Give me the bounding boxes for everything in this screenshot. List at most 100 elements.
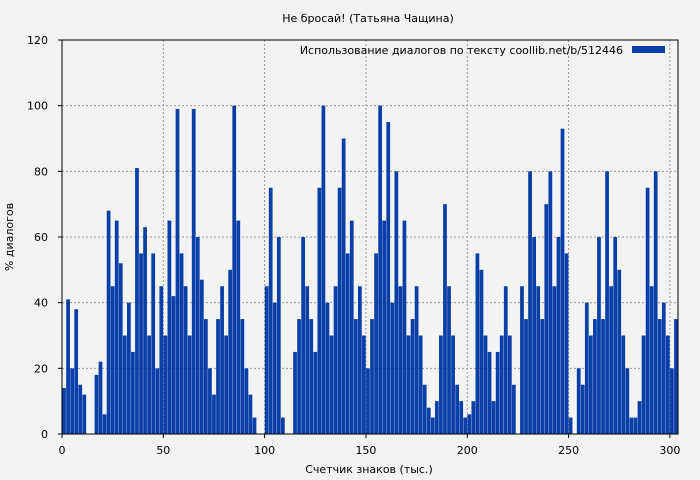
bar bbox=[135, 168, 139, 435]
bar bbox=[507, 335, 512, 434]
bar bbox=[147, 335, 152, 434]
bar bbox=[670, 368, 674, 434]
bar bbox=[151, 253, 156, 434]
y-tick-label: 60 bbox=[34, 231, 48, 244]
y-tick-label: 40 bbox=[34, 297, 48, 310]
bar bbox=[674, 319, 678, 434]
bar bbox=[378, 105, 383, 435]
y-tick-label: 0 bbox=[41, 428, 48, 441]
bar bbox=[520, 286, 524, 434]
bar bbox=[341, 138, 346, 434]
legend: Использование диалогов по тексту coollib… bbox=[300, 44, 665, 57]
bar bbox=[617, 269, 622, 434]
bar bbox=[653, 171, 658, 434]
bar bbox=[232, 105, 237, 435]
bar bbox=[613, 237, 618, 434]
x-tick-label: 100 bbox=[254, 444, 275, 457]
y-tick-label: 20 bbox=[34, 362, 48, 375]
bar bbox=[434, 401, 439, 434]
x-tick-label: 300 bbox=[659, 444, 680, 457]
bar bbox=[321, 105, 326, 435]
bar-series bbox=[62, 105, 678, 435]
bar bbox=[483, 335, 488, 434]
bar bbox=[621, 335, 626, 434]
bar bbox=[601, 319, 605, 434]
x-tick-label: 0 bbox=[59, 444, 66, 457]
bar bbox=[187, 335, 192, 434]
bar bbox=[293, 351, 297, 434]
bar bbox=[349, 220, 354, 434]
x-tick-label: 50 bbox=[156, 444, 170, 457]
bar bbox=[661, 302, 666, 434]
bar bbox=[657, 319, 662, 434]
bar bbox=[418, 335, 423, 434]
bar bbox=[70, 368, 75, 434]
bar bbox=[325, 302, 330, 434]
bar bbox=[475, 253, 480, 434]
bar bbox=[386, 122, 391, 434]
bar bbox=[276, 237, 281, 434]
bar bbox=[406, 335, 411, 434]
bar bbox=[110, 286, 115, 434]
bar bbox=[532, 237, 537, 434]
bar bbox=[159, 286, 164, 434]
bar bbox=[366, 368, 370, 434]
bar bbox=[491, 401, 496, 434]
bar bbox=[499, 335, 504, 434]
bar bbox=[564, 253, 569, 434]
bar bbox=[568, 417, 573, 434]
bar bbox=[503, 286, 508, 434]
bar bbox=[139, 253, 143, 434]
bar bbox=[588, 335, 593, 434]
bar bbox=[122, 335, 127, 434]
bar bbox=[62, 388, 66, 434]
bar bbox=[548, 171, 553, 434]
bar bbox=[252, 417, 257, 434]
bar bbox=[297, 319, 301, 434]
bar bbox=[171, 296, 176, 434]
bar bbox=[536, 286, 541, 434]
bar bbox=[665, 335, 670, 434]
bar bbox=[524, 319, 528, 434]
bar bbox=[74, 309, 79, 434]
bar bbox=[459, 401, 464, 434]
bar bbox=[641, 335, 646, 434]
bar bbox=[467, 414, 472, 434]
bar bbox=[597, 237, 601, 434]
bar bbox=[106, 210, 111, 434]
bar bbox=[272, 302, 277, 434]
bar bbox=[645, 187, 650, 434]
bar bbox=[410, 319, 415, 434]
bar bbox=[313, 351, 318, 434]
bar bbox=[220, 286, 224, 434]
bar bbox=[195, 237, 200, 434]
bar bbox=[203, 319, 208, 434]
bar bbox=[552, 286, 557, 434]
y-tick-label: 80 bbox=[34, 165, 48, 178]
chart-title: Не бросай! (Татьяна Чащина) bbox=[282, 12, 454, 25]
bar bbox=[236, 220, 241, 434]
bar bbox=[357, 286, 362, 434]
bar bbox=[495, 351, 500, 434]
x-tick-label: 250 bbox=[558, 444, 579, 457]
bar bbox=[584, 302, 589, 434]
legend-label: Использование диалогов по тексту coollib… bbox=[300, 44, 623, 57]
bar bbox=[98, 361, 103, 434]
bar bbox=[556, 237, 561, 434]
bar bbox=[426, 407, 431, 434]
bar bbox=[224, 335, 229, 434]
bar bbox=[511, 384, 516, 434]
bar bbox=[370, 319, 374, 434]
bar bbox=[374, 253, 378, 434]
bar bbox=[471, 401, 476, 434]
y-tick-label: 100 bbox=[27, 100, 48, 113]
bar bbox=[422, 384, 427, 434]
bar bbox=[479, 269, 484, 434]
bar bbox=[337, 187, 342, 434]
bar bbox=[633, 417, 638, 434]
bar bbox=[199, 279, 204, 434]
bar bbox=[451, 335, 455, 434]
bar bbox=[576, 368, 581, 434]
bar bbox=[216, 319, 220, 434]
bar bbox=[463, 417, 468, 434]
